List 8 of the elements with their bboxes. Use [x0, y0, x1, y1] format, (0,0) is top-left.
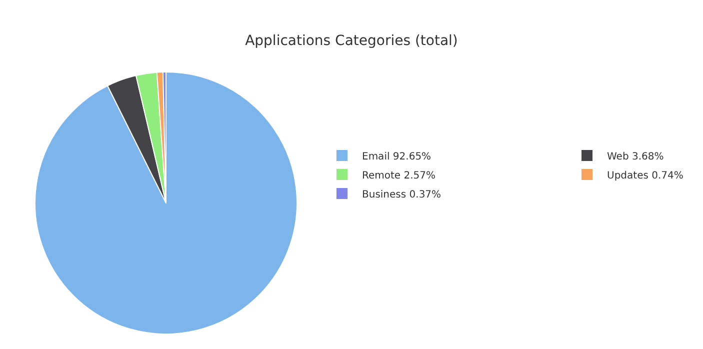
legend-label: Email 92.65% [362, 151, 432, 162]
pie-slice [107, 74, 166, 204]
legend-label: Business 0.37% [362, 189, 442, 200]
legend-label: Updates 0.74% [607, 170, 684, 182]
legend-label: Web 3.68% [607, 151, 664, 162]
legend-label: Remote 2.57% [362, 170, 436, 182]
pie-slice [34, 72, 298, 334]
chart-title: Applications Categories (total) [245, 32, 458, 49]
